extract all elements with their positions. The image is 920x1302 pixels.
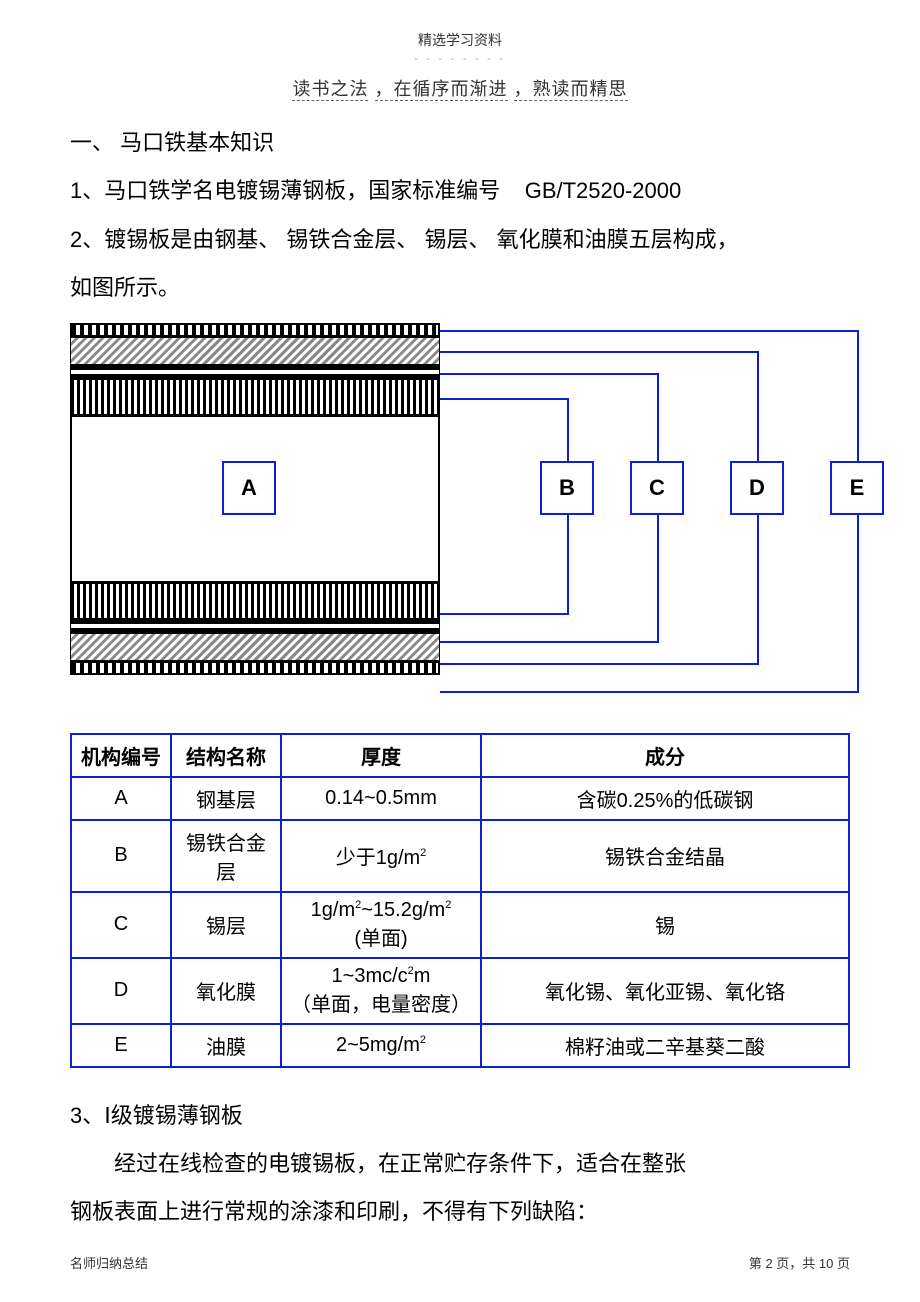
connector-line (440, 398, 567, 400)
connector-line (657, 515, 659, 643)
th-id: 机构编号 (71, 734, 171, 777)
layer-diagram: A B C D E (70, 323, 850, 703)
footer-right: 第 2 页，共 10 页 (749, 1253, 850, 1272)
layer-top-bars (70, 379, 440, 415)
label-box-A: A (222, 461, 276, 515)
th-thickness: 厚度 (281, 734, 481, 777)
line-2: 2、镀锡板是由钢基、 锡铁合金层、 锡层、 氧化膜和油膜五层构成， (70, 216, 850, 264)
line-1-b: GB/T2520-2000 (525, 178, 682, 203)
footer-right-suffix: 页 (833, 1256, 850, 1271)
layer-center: A (70, 415, 440, 583)
layer-top-hatch (70, 337, 440, 365)
cell-id: A (71, 777, 171, 820)
cell-composition: 氧化锡、氧化亚锡、氧化铬 (481, 958, 849, 1024)
cell-id: E (71, 1024, 171, 1067)
label-box-C: C (630, 461, 684, 515)
cell-thickness: 少于1g/m2 (281, 820, 481, 892)
section-3-para-1: 经过在线检查的电镀锡板，在正常贮存条件下，适合在整张 (70, 1140, 850, 1188)
label-box-E: E (830, 461, 884, 515)
connector-line (657, 373, 659, 461)
footer-right-prefix: 第 (749, 1256, 766, 1271)
subtitle-part-3: ，熟读而精思 (514, 79, 628, 101)
line-1: 1、马口铁学名电镀锡薄钢板，国家标准编号 GB/T2520-2000 (70, 167, 850, 215)
subtitle: 读书之法 ，在循序而渐进 ，熟读而精思 (70, 75, 850, 101)
cell-thickness: 0.14~0.5mm (281, 777, 481, 820)
layer-top-dots (70, 323, 440, 337)
table-row: D 氧化膜 1~3mc/c2m（单面，电量密度） 氧化锡、氧化亚锡、氧化铬 (71, 958, 849, 1024)
connector-line (440, 351, 757, 353)
footer-page-num: 2 (765, 1256, 772, 1271)
connector-line (440, 613, 567, 615)
cell-id: D (71, 958, 171, 1024)
connector-line (440, 641, 657, 643)
connector-line (757, 351, 759, 461)
section-1-title: 一、 马口铁基本知识 (70, 119, 850, 167)
cell-name: 钢基层 (171, 777, 281, 820)
connector-line (567, 398, 569, 461)
cell-name: 油膜 (171, 1024, 281, 1067)
table-row: A 钢基层 0.14~0.5mm 含碳0.25%的低碳钢 (71, 777, 849, 820)
cell-name: 锡层 (171, 892, 281, 958)
cell-thickness: 2~5mg/m2 (281, 1024, 481, 1067)
cell-id: C (71, 892, 171, 958)
connector-line (857, 515, 859, 693)
cell-composition: 锡 (481, 892, 849, 958)
table-row: E 油膜 2~5mg/m2 棉籽油或二辛基葵二酸 (71, 1024, 849, 1067)
subtitle-part-1: 读书之法 (292, 79, 368, 101)
connector-line (857, 330, 859, 461)
table-header-row: 机构编号 结构名称 厚度 成分 (71, 734, 849, 777)
connector-line (440, 691, 857, 693)
line-3: 如图所示。 (70, 264, 850, 312)
label-box-B: B (540, 461, 594, 515)
layer-bot-hatch (70, 633, 440, 661)
connector-line (567, 515, 569, 615)
table-row: C 锡层 1g/m2~15.2g/m2(单面) 锡 (71, 892, 849, 958)
header-label: 精选学习资料 (70, 30, 850, 50)
cell-name: 氧化膜 (171, 958, 281, 1024)
connector-line (440, 330, 857, 332)
page-footer: 名师归纳总结 第 2 页，共 10 页 (70, 1253, 850, 1272)
th-composition: 成分 (481, 734, 849, 777)
structure-table: 机构编号 结构名称 厚度 成分 A 钢基层 0.14~0.5mm 含碳0.25%… (70, 733, 850, 1068)
cell-composition: 棉籽油或二辛基葵二酸 (481, 1024, 849, 1067)
cell-thickness: 1~3mc/c2m（单面，电量密度） (281, 958, 481, 1024)
connector-line (440, 373, 657, 375)
label-box-D: D (730, 461, 784, 515)
th-name: 结构名称 (171, 734, 281, 777)
footer-right-mid: 页，共 (773, 1256, 819, 1271)
connector-line (757, 515, 759, 665)
table-row: B 锡铁合金层 少于1g/m2 锡铁合金结晶 (71, 820, 849, 892)
cell-name: 锡铁合金层 (171, 820, 281, 892)
layer-bot-bars (70, 583, 440, 619)
header-dots: - - - - - - - - (70, 54, 850, 65)
cell-composition: 含碳0.25%的低碳钢 (481, 777, 849, 820)
cell-id: B (71, 820, 171, 892)
cell-thickness: 1g/m2~15.2g/m2(单面) (281, 892, 481, 958)
section-3-para-2: 钢板表面上进行常规的涂漆和印刷，不得有下列缺陷： (70, 1188, 850, 1236)
footer-total: 10 (819, 1256, 833, 1271)
connector-line (440, 663, 757, 665)
footer-left: 名师归纳总结 (70, 1253, 148, 1272)
subtitle-part-2: ，在循序而渐进 (375, 79, 508, 101)
line-1-a: 1、马口铁学名电镀锡薄钢板，国家标准编号 (70, 178, 500, 203)
cell-composition: 锡铁合金结晶 (481, 820, 849, 892)
layer-bot-dots (70, 661, 440, 675)
section-3-title: 3、Ⅰ级镀锡薄钢板 (70, 1092, 850, 1140)
